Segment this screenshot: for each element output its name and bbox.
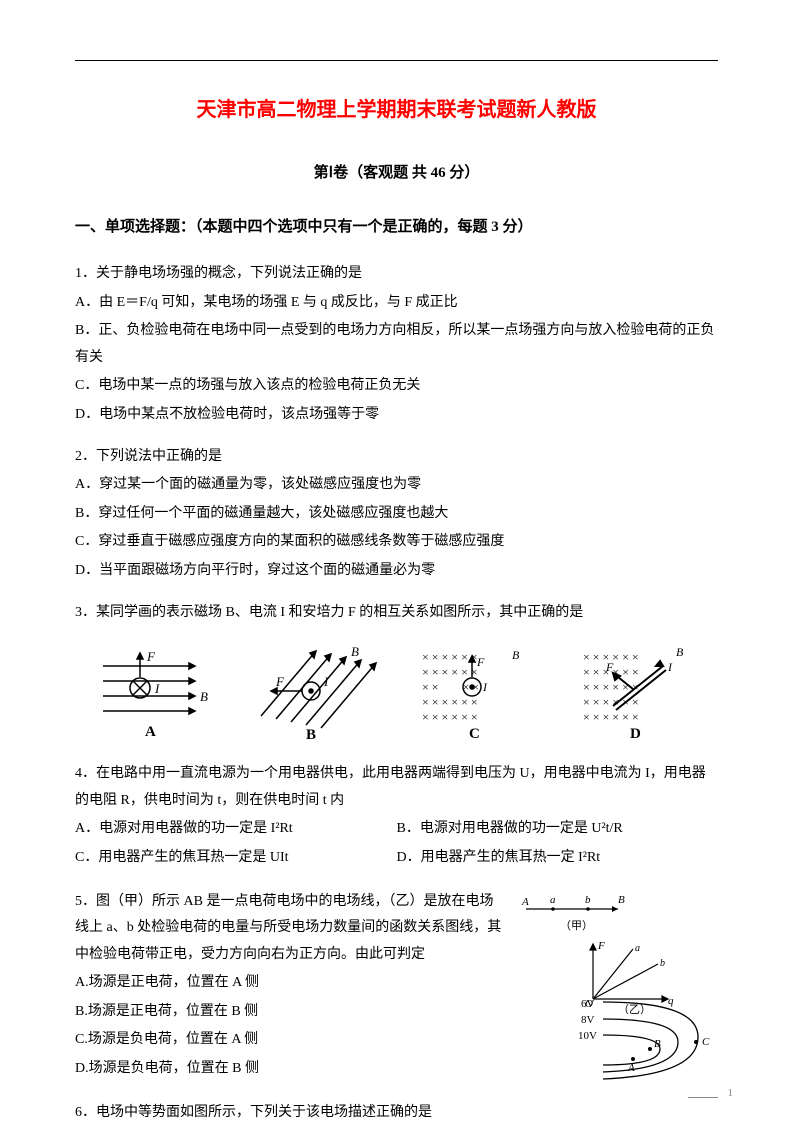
q5-label-jia: （甲）: [560, 919, 593, 932]
q5-label-a: a: [550, 894, 556, 906]
volume-subtitle: 第Ⅰ卷（客观题 共 46 分）: [75, 159, 718, 188]
q5-option-a: A.场源是正电荷，位置在 A 侧: [75, 970, 503, 997]
label-B: B: [676, 645, 684, 659]
q4-option-c: C．用电器产生的焦耳热一定是 UIt: [75, 845, 397, 872]
q5-label-B: B: [618, 894, 625, 906]
svg-text:× × × × × ×: × × × × × ×: [422, 695, 478, 709]
svg-text:× × × × × ×: × × × × × ×: [583, 710, 639, 724]
question-1: 1．关于静电场场强的概念，下列说法正确的是 A．由 E＝F/q 可知，某电场的场…: [75, 261, 718, 429]
document-title: 天津市高二物理上学期期末联考试题新人教版: [75, 91, 718, 129]
q3-stem: 3．某同学画的表示磁场 B、电流 I 和安培力 F 的相互关系如图所示，其中正确…: [75, 600, 718, 627]
q5-label-A: A: [521, 896, 529, 908]
q4-option-b: B．电源对用电器做的功一定是 U²t/R: [397, 816, 719, 843]
q6-10v: 10V: [578, 1030, 597, 1042]
q3-diagram-b: F I B B: [246, 641, 386, 741]
q2-stem: 2．下列说法中正确的是: [75, 444, 718, 471]
q1-option-c: C．电场中某一点的场强与放入该点的检验电荷正负无关: [75, 373, 718, 400]
q1-option-b: B．正、负检验电荷在电场中同一点受到的电场力方向相反，所以某一点场强方向与放入检…: [75, 318, 718, 371]
label-F: F: [146, 649, 156, 664]
top-horizontal-rule: [75, 60, 718, 61]
label-I: I: [154, 681, 160, 696]
label-B: B: [351, 644, 359, 659]
q2-option-b: B．穿过任何一个平面的磁通量越大，该处磁感应强度也越大: [75, 501, 718, 528]
q5-stem: 5．图（甲）所示 AB 是一点电荷电场中的电场线，（乙）是放在电场线上 a、b …: [75, 889, 503, 969]
q4-option-a: A．电源对用电器做的功一定是 I²Rt: [75, 816, 397, 843]
label-B: B: [512, 648, 520, 662]
q6-stem: 6．电场中等势面如图所示，下列关于该电场描述正确的是: [75, 1100, 718, 1126]
label-I: I: [667, 660, 673, 674]
q3-diagram-d: × × × × × × × × × × × × × × × × × × × × …: [568, 641, 708, 741]
q6-8v: 8V: [581, 1014, 595, 1026]
q6-A: A: [627, 1062, 635, 1074]
section-header: 一、单项选择题：（本题中四个选项中只有一个是正确的，每题 3 分）: [75, 213, 718, 242]
q3-diagram-c: × × × × × × × × × × × × × × × × × × × × …: [407, 641, 547, 741]
question-4: 4．在电路中用一直流电源为一个用电器供电，此用电器两端得到电压为 U，用电器中电…: [75, 761, 718, 873]
q5-option-b: B.场源是正电荷，位置在 B 侧: [75, 999, 503, 1026]
label-I: I: [482, 680, 488, 694]
q5-label-b: b: [585, 894, 591, 906]
q5-option-d: D.场源是负电荷，位置在 B 侧: [75, 1056, 503, 1083]
label-I: I: [323, 674, 329, 689]
q3-label-c: C: [469, 726, 480, 741]
q1-stem: 1．关于静电场场强的概念，下列说法正确的是: [75, 261, 718, 288]
question-2: 2．下列说法中正确的是 A．穿过某一个面的磁通量为零，该处磁感应强度也为零 B．…: [75, 444, 718, 585]
question-3: 3．某同学画的表示磁场 B、电流 I 和安培力 F 的相互关系如图所示，其中正确…: [75, 600, 718, 747]
q3-label-a: A: [145, 724, 156, 740]
q5-lbl-a: a: [635, 943, 640, 954]
q6-figure: 6V 8V 10V A B C: [578, 987, 718, 1087]
label-F: F: [476, 655, 485, 669]
svg-text:× × × × × ×: × × × × × ×: [422, 665, 478, 679]
label-F: F: [275, 674, 285, 689]
q5-fig-jia: A a b B （甲）: [518, 889, 628, 939]
q3-label-d: D: [630, 726, 641, 741]
label-F: F: [605, 660, 614, 674]
q4-stem: 4．在电路中用一直流电源为一个用电器供电，此用电器两端得到电压为 U，用电器中电…: [75, 761, 718, 814]
svg-text:× × × × × ×: × × × × × ×: [583, 695, 639, 709]
q1-option-a: A．由 E＝F/q 可知，某电场的场强 E 与 q 成反比，与 F 成正比: [75, 290, 718, 317]
q4-option-d: D．用电器产生的焦耳热一定 I²Rt: [397, 845, 719, 872]
page-number: 1: [728, 1083, 734, 1104]
q5-label-F: F: [597, 940, 605, 952]
q3-diagram-a: F I B A: [85, 641, 225, 741]
q3-label-b: B: [306, 727, 316, 741]
svg-text:× × × × × ×: × × × × × ×: [422, 710, 478, 724]
q2-option-a: A．穿过某一个面的磁通量为零，该处磁感应强度也为零: [75, 472, 718, 499]
label-B: B: [200, 689, 208, 704]
q2-option-d: D．当平面跟磁场方向平行时，穿过这个面的磁通量必为零: [75, 558, 718, 585]
q6-B: B: [654, 1038, 661, 1050]
question-6: 6．电场中等势面如图所示，下列关于该电场描述正确的是: [75, 1100, 718, 1126]
q1-option-d: D．电场中某点不放检验电荷时，该点场强等于零: [75, 402, 718, 429]
q2-option-c: C．穿过垂直于磁感应强度方向的某面积的磁感线条数等于磁感应强度: [75, 529, 718, 556]
q3-diagram-row: F I B A F I B B × × × × × ×: [75, 636, 718, 746]
q5-option-c: C.场源是负电荷，位置在 A 侧: [75, 1027, 503, 1054]
footer-rule: [688, 1097, 718, 1098]
q5-lbl-b: b: [660, 958, 665, 969]
q6-6v: 6V: [581, 998, 595, 1010]
q6-C: C: [702, 1036, 710, 1048]
